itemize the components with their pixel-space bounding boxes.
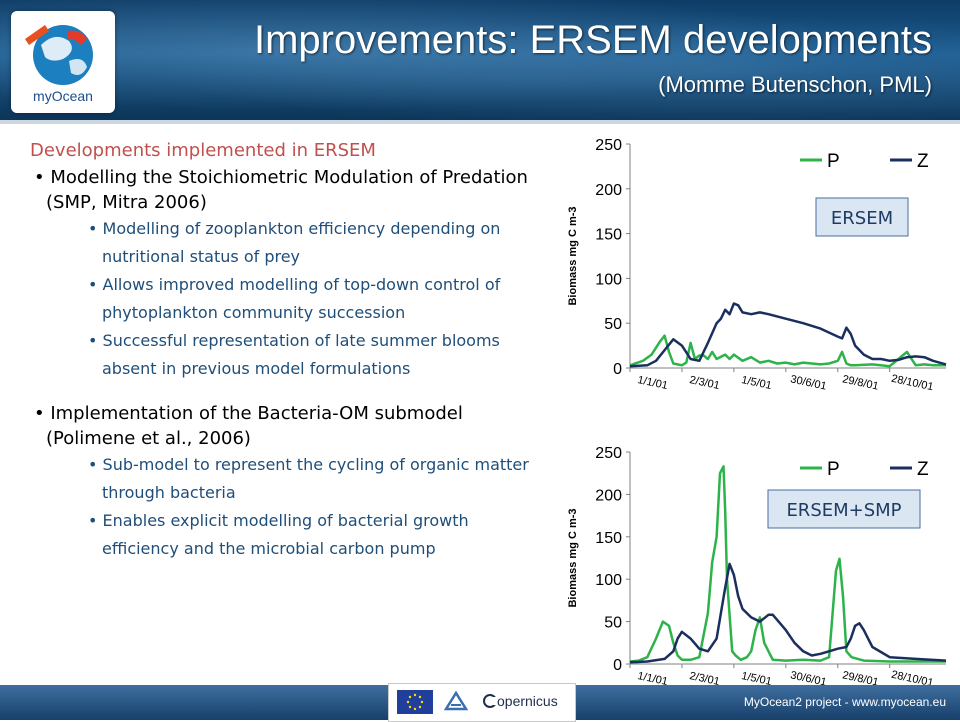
sub-bullet-item: • Successful representation of late summ… [88,331,500,378]
model-label-box [815,197,909,237]
sub-bullet-text: Modelling of zooplankton efficiency depe… [102,219,501,266]
sub-bullet-item: • Enables explicit modelling of bacteria… [88,511,469,558]
header-banner [0,0,960,120]
x-tick-label: 1/5/01 [740,374,772,392]
series-line-p [629,465,946,663]
ersem-chart: 0 50 100 150 200 250 1/1/01 2/3/01 1/5/01 30/6/01… [567,137,947,394]
legend-label-p: P [827,151,840,172]
y-tick-label: 250 [595,137,622,154]
series-line-z [629,302,947,368]
section-heading: Developments implemented in ERSEM [30,140,376,161]
model-label-text: ERSEM+SMP [786,500,901,521]
y-tick-label: 0 [613,361,622,378]
series-line-z [629,562,947,664]
page-title: Improvements: ERSEM developments [253,18,932,62]
page-subtitle: (Momme Butenschon, PML) [658,72,932,97]
sub-bullet-text: Enables explicit modelling of bacterial … [102,511,469,558]
x-tick-label: 28/10/01 [890,373,934,394]
legend-label-p: P [827,459,840,480]
bullet-item: • Implementation of the Bacteria-OM subm… [34,403,463,449]
y-tick-label: 100 [595,271,622,288]
logo-text: myOcean [33,88,93,104]
y-axis-label: Biomass mg C m-3 [567,508,579,607]
sub-bullet-text: Sub-model to represent the cycling of or… [102,455,529,502]
header-separator [0,120,960,124]
bullet-text: Modelling the Stoichiometric Modulation … [46,167,528,213]
x-tick-label: 2/3/01 [688,374,720,392]
bullet-content: Developments implemented in ERSEM • Mode… [30,140,550,563]
x-tick-label: 30/6/01 [789,373,827,392]
series-line-p [629,334,946,368]
legend-label-z: Z [917,459,929,480]
model-label-text: ERSEM [831,208,893,229]
sub-bullet-item: • Modelling of zooplankton efficiency de… [88,219,501,266]
x-tick-label: 29/8/01 [841,373,879,392]
x-tick-label: 1/1/01 [636,374,668,392]
copernicus-text: opernicus [497,693,558,709]
y-axis-label: Biomass mg C m-3 [567,206,579,305]
globe-icon: myOcean [25,25,93,104]
bullet-text: Implementation of the Bacteria-OM submod… [46,403,463,449]
myocean-logo: myOcean [11,11,115,113]
y-tick-label: 150 [595,227,622,244]
y-tick-label: 150 [595,530,622,547]
y-tick-label: 100 [595,572,622,589]
sub-bullet-item: • Allows improved modelling of top-down … [88,275,501,322]
bullet-item: • Modelling the Stoichiometric Modulatio… [34,167,528,213]
copernicus-logo: opernicus [483,693,558,709]
y-tick-label: 0 [613,657,622,674]
sub-bullet-item: • Sub-model to represent the cycling of … [88,455,529,502]
y-tick-label: 50 [604,615,622,632]
legend-label-z: Z [917,151,929,172]
sub-bullet-text: Successful representation of late summer… [102,331,500,378]
y-tick-label: 50 [604,316,622,333]
model-label-box [767,489,921,529]
fp7-icon [443,689,469,715]
footer-logo-strip: opernicus [388,683,576,722]
y-tick-label: 200 [595,182,622,199]
eu-flag-icon [397,690,433,714]
footer-text: MyOcean2 project - www.myocean.eu [743,695,946,709]
sub-bullet-text: Allows improved modelling of top-down co… [102,275,501,322]
y-tick-label: 250 [595,445,622,462]
spacer [30,383,550,399]
y-tick-label: 200 [595,487,622,504]
